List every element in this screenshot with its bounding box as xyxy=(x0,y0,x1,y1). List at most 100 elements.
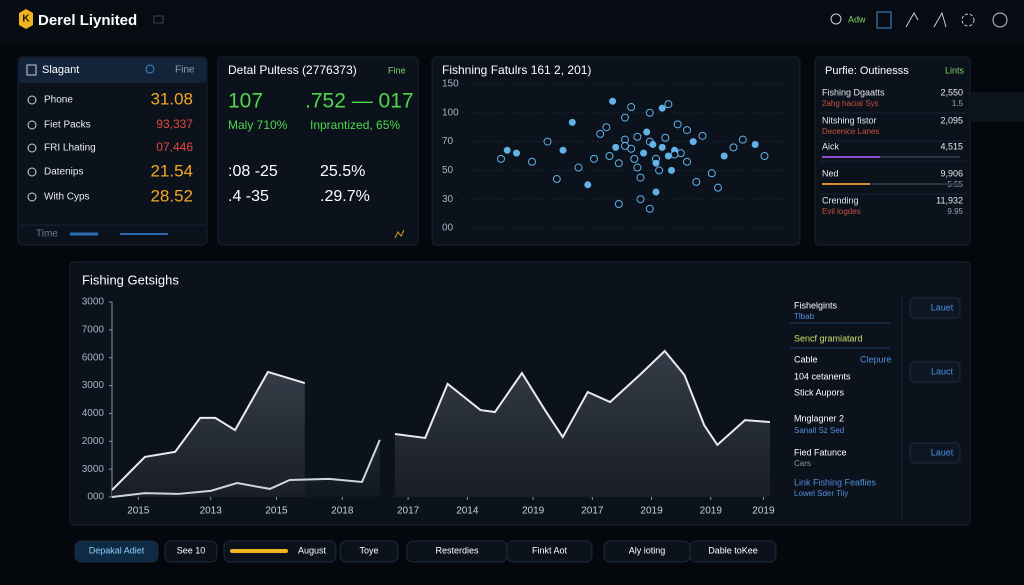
row-value: 31.08 xyxy=(150,89,193,108)
x-tick-label: 2015 xyxy=(127,506,150,517)
bottom-button[interactable] xyxy=(689,540,777,563)
row-value: 11,932 xyxy=(936,195,963,205)
row-value: 07,446 xyxy=(156,140,193,154)
y-tick-label: 30 xyxy=(442,194,454,205)
scatter-point xyxy=(692,177,701,186)
sidebar-item: Fied Fatunce xyxy=(794,447,847,457)
y-tick-label: 3000 xyxy=(82,380,105,391)
search-field[interactable]: Fine xyxy=(175,65,195,76)
bottom-button[interactable] xyxy=(74,540,159,563)
panel-title: Purfie: Outinesss xyxy=(825,65,909,77)
metric: :08 -25 xyxy=(228,163,278,180)
scatter-point xyxy=(664,152,672,160)
bottom-button-label[interactable]: Finkt Aot xyxy=(532,545,568,555)
x-tick-label: 2017 xyxy=(581,506,604,517)
row-label: Fishing Dgaatts xyxy=(822,87,885,97)
row-label: Datenips xyxy=(44,167,83,178)
metric: Inprantized, 65% xyxy=(310,118,400,132)
metric: .4 -35 xyxy=(228,188,269,205)
scatter-point xyxy=(605,152,614,160)
pen-icon[interactable] xyxy=(933,11,947,28)
x-tick-label: 2019 xyxy=(752,506,775,517)
bottom-button[interactable] xyxy=(339,540,399,563)
scatter-point xyxy=(640,149,648,157)
metric: .752 — 017 xyxy=(305,90,414,113)
panel-1-header xyxy=(19,58,206,83)
sidebar-button[interactable] xyxy=(909,442,961,464)
x-tick-label: 2019 xyxy=(700,506,723,517)
logo-mark: K xyxy=(22,14,30,25)
search-icon[interactable] xyxy=(145,64,155,74)
scatter-point xyxy=(497,154,505,163)
y-tick-label: 2000 xyxy=(82,436,105,447)
panel-title: Detal Pultess (2776373) xyxy=(228,63,357,77)
sidebar-button-label[interactable]: Lauet xyxy=(931,447,954,457)
scatter-point xyxy=(633,132,642,141)
row-sub: Decenice Lanes xyxy=(822,127,879,136)
sidebar-item: Lowel Sder Tiiy xyxy=(794,489,848,498)
y-tick-label: 100 xyxy=(442,107,459,118)
y-tick-label: 000 xyxy=(87,492,104,503)
menu-icon[interactable] xyxy=(153,15,164,24)
bottom-button-label[interactable]: Toye xyxy=(359,545,378,555)
sidebar-button[interactable] xyxy=(909,361,961,383)
row-icon xyxy=(27,120,37,130)
row-icon xyxy=(27,167,37,177)
edit-icon[interactable] xyxy=(905,11,919,28)
scatter-point xyxy=(658,143,666,151)
x-tick-label: 2017 xyxy=(397,506,420,517)
panel-icon xyxy=(26,64,37,76)
scatter-point xyxy=(652,188,660,196)
panel-title: Slagant xyxy=(42,64,79,76)
row-value: 9,906 xyxy=(940,168,963,178)
y-tick-label: 00 xyxy=(442,223,454,234)
bottom-button[interactable] xyxy=(164,540,218,563)
x-tick-label: 2013 xyxy=(200,506,223,517)
row-sub: Evil logdes xyxy=(822,207,861,216)
bottom-button-label[interactable]: Aly ioting xyxy=(629,545,666,555)
chart-icon[interactable] xyxy=(876,11,892,29)
sidebar-button-label[interactable]: Lauet xyxy=(931,302,954,312)
scatter-point xyxy=(670,150,679,159)
bottom-button-label[interactable]: Depakal Adiet xyxy=(89,545,145,555)
line-series xyxy=(111,439,381,498)
search-icon[interactable] xyxy=(830,13,842,25)
sidebar-item: Mnglagner 2 xyxy=(794,413,844,423)
scatter-point xyxy=(661,133,670,142)
bottom-button-label[interactable]: Resterdies xyxy=(435,545,479,555)
scatter-point xyxy=(621,141,629,150)
x-tick-label: 2015 xyxy=(265,506,288,517)
header-action: Adw xyxy=(848,14,866,24)
y-tick-label: 70 xyxy=(442,136,454,147)
scatter-point xyxy=(760,152,769,160)
scatter-point xyxy=(602,123,611,132)
scatter-point xyxy=(627,103,636,112)
chart-title: Fishning Fatulrs 161 2, 201) xyxy=(442,63,591,77)
bottom-button-label[interactable]: August xyxy=(298,545,327,555)
scatter-point xyxy=(513,149,520,157)
settings-icon[interactable] xyxy=(961,13,975,27)
sidebar-button[interactable] xyxy=(909,297,961,319)
y-tick-label: 50 xyxy=(442,165,454,176)
row-value: 2,095 xyxy=(940,115,963,125)
row-label: With Cyps xyxy=(44,192,90,203)
panel-4 xyxy=(814,56,971,246)
row-label: Crending xyxy=(822,195,859,205)
area-fill xyxy=(112,371,305,497)
bottom-button[interactable] xyxy=(506,540,593,563)
sidebar-button-label[interactable]: Lauct xyxy=(931,366,954,376)
sidebar-item: Cars xyxy=(794,459,811,468)
bottom-button-label[interactable]: See 10 xyxy=(177,545,206,555)
scatter-point xyxy=(621,113,629,122)
bottom-button-label[interactable]: Dable toKee xyxy=(708,545,758,555)
row-value: 93,337 xyxy=(156,117,193,131)
logo xyxy=(19,9,33,29)
scatter-point xyxy=(683,126,691,135)
side-strip xyxy=(970,92,1024,122)
row-icon xyxy=(27,95,37,105)
profile-icon[interactable] xyxy=(992,12,1008,28)
scatter-point xyxy=(649,140,657,148)
y-tick-label: 4000 xyxy=(82,408,105,419)
scatter-point xyxy=(574,163,583,172)
chart-title: Fishing Getsighs xyxy=(82,272,179,287)
